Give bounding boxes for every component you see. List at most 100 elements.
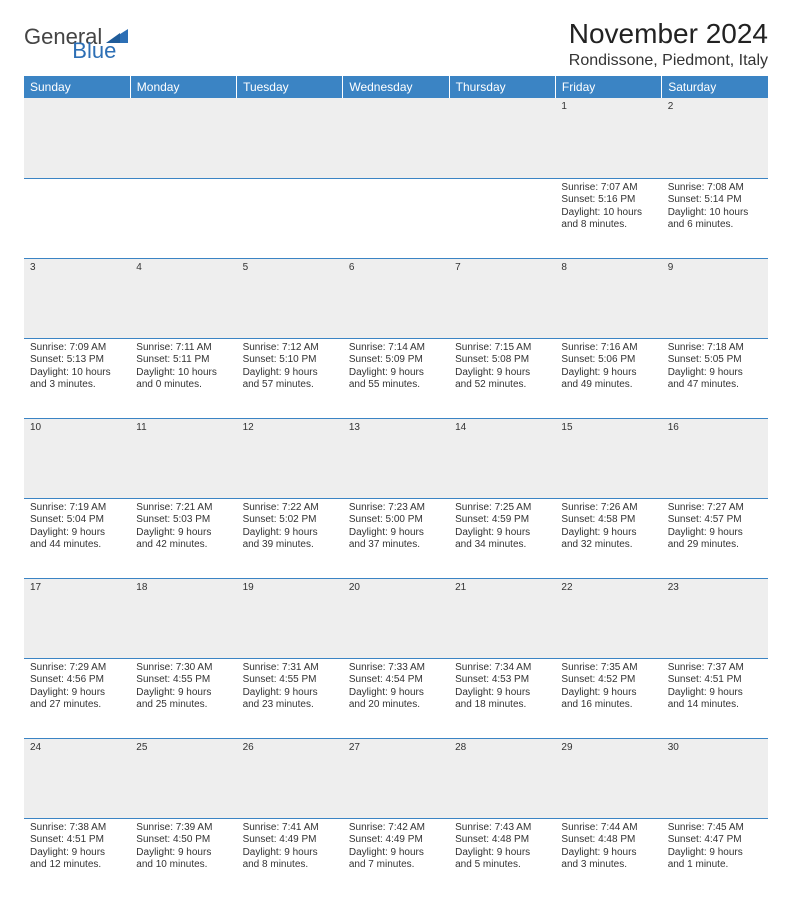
sunrise-line: Sunrise: 7:27 AM — [668, 502, 762, 515]
sunrise-line: Sunrise: 7:44 AM — [561, 822, 655, 835]
sunset-line: Sunset: 5:03 PM — [136, 514, 230, 527]
day-header: Sunday — [24, 76, 130, 98]
sunrise-line: Sunrise: 7:12 AM — [243, 342, 337, 355]
day-header: Monday — [130, 76, 236, 98]
sunrise-line: Sunrise: 7:26 AM — [561, 502, 655, 515]
daylight-line: Daylight: 9 hours and 47 minutes. — [668, 367, 762, 392]
day-info-cell — [449, 178, 555, 258]
daylight-line: Daylight: 9 hours and 42 minutes. — [136, 527, 230, 552]
day-info-cell: Sunrise: 7:22 AMSunset: 5:02 PMDaylight:… — [237, 498, 343, 578]
day-number-cell: 20 — [343, 578, 449, 658]
daylight-line: Daylight: 9 hours and 8 minutes. — [243, 847, 337, 872]
day-info-cell — [24, 178, 130, 258]
day-info-cell: Sunrise: 7:27 AMSunset: 4:57 PMDaylight:… — [662, 498, 768, 578]
sunset-line: Sunset: 5:11 PM — [136, 354, 230, 367]
days-of-week-row: SundayMondayTuesdayWednesdayThursdayFrid… — [24, 76, 768, 98]
sunset-line: Sunset: 4:51 PM — [668, 674, 762, 687]
sunrise-line: Sunrise: 7:34 AM — [455, 662, 549, 675]
day-number-row: 12 — [24, 98, 768, 178]
sunset-line: Sunset: 4:53 PM — [455, 674, 549, 687]
day-number-row: 10111213141516 — [24, 418, 768, 498]
day-info-cell: Sunrise: 7:16 AMSunset: 5:06 PMDaylight:… — [555, 338, 661, 418]
sunset-line: Sunset: 4:59 PM — [455, 514, 549, 527]
day-info-cell: Sunrise: 7:45 AMSunset: 4:47 PMDaylight:… — [662, 818, 768, 898]
day-number-cell: 17 — [24, 578, 130, 658]
day-number-cell: 29 — [555, 738, 661, 818]
day-number-cell: 4 — [130, 258, 236, 338]
daylight-line: Daylight: 9 hours and 7 minutes. — [349, 847, 443, 872]
day-header: Friday — [555, 76, 661, 98]
day-info-cell — [343, 178, 449, 258]
sunset-line: Sunset: 5:14 PM — [668, 194, 762, 207]
day-number-cell: 25 — [130, 738, 236, 818]
day-info-row: Sunrise: 7:19 AMSunset: 5:04 PMDaylight:… — [24, 498, 768, 578]
day-number-row: 24252627282930 — [24, 738, 768, 818]
sunrise-line: Sunrise: 7:25 AM — [455, 502, 549, 515]
day-number-cell: 24 — [24, 738, 130, 818]
sunset-line: Sunset: 4:47 PM — [668, 834, 762, 847]
daylight-line: Daylight: 10 hours and 0 minutes. — [136, 367, 230, 392]
daylight-line: Daylight: 9 hours and 20 minutes. — [349, 687, 443, 712]
day-info-cell: Sunrise: 7:39 AMSunset: 4:50 PMDaylight:… — [130, 818, 236, 898]
sunset-line: Sunset: 5:13 PM — [30, 354, 124, 367]
title-block: November 2024 Rondissone, Piedmont, Ital… — [569, 18, 768, 70]
day-info-cell: Sunrise: 7:31 AMSunset: 4:55 PMDaylight:… — [237, 658, 343, 738]
sunset-line: Sunset: 5:05 PM — [668, 354, 762, 367]
day-info-cell: Sunrise: 7:42 AMSunset: 4:49 PMDaylight:… — [343, 818, 449, 898]
sunset-line: Sunset: 5:06 PM — [561, 354, 655, 367]
sunrise-line: Sunrise: 7:19 AM — [30, 502, 124, 515]
day-info-row: Sunrise: 7:09 AMSunset: 5:13 PMDaylight:… — [24, 338, 768, 418]
day-info-cell: Sunrise: 7:21 AMSunset: 5:03 PMDaylight:… — [130, 498, 236, 578]
logo-text-blue: Blue — [72, 38, 116, 64]
sunset-line: Sunset: 4:50 PM — [136, 834, 230, 847]
day-info-cell: Sunrise: 7:43 AMSunset: 4:48 PMDaylight:… — [449, 818, 555, 898]
day-info-cell: Sunrise: 7:11 AMSunset: 5:11 PMDaylight:… — [130, 338, 236, 418]
day-info-cell: Sunrise: 7:30 AMSunset: 4:55 PMDaylight:… — [130, 658, 236, 738]
daylight-line: Daylight: 9 hours and 10 minutes. — [136, 847, 230, 872]
daylight-line: Daylight: 9 hours and 27 minutes. — [30, 687, 124, 712]
sunrise-line: Sunrise: 7:14 AM — [349, 342, 443, 355]
sunrise-line: Sunrise: 7:38 AM — [30, 822, 124, 835]
sunset-line: Sunset: 4:55 PM — [136, 674, 230, 687]
daylight-line: Daylight: 9 hours and 44 minutes. — [30, 527, 124, 552]
sunrise-line: Sunrise: 7:43 AM — [455, 822, 549, 835]
daylight-line: Daylight: 9 hours and 1 minute. — [668, 847, 762, 872]
day-info-cell: Sunrise: 7:19 AMSunset: 5:04 PMDaylight:… — [24, 498, 130, 578]
sunrise-line: Sunrise: 7:45 AM — [668, 822, 762, 835]
sunset-line: Sunset: 4:49 PM — [243, 834, 337, 847]
day-info-cell: Sunrise: 7:35 AMSunset: 4:52 PMDaylight:… — [555, 658, 661, 738]
day-number-cell — [130, 98, 236, 178]
day-info-cell: Sunrise: 7:07 AMSunset: 5:16 PMDaylight:… — [555, 178, 661, 258]
sunrise-line: Sunrise: 7:08 AM — [668, 182, 762, 195]
sunrise-line: Sunrise: 7:07 AM — [561, 182, 655, 195]
day-number-cell: 8 — [555, 258, 661, 338]
day-number-cell: 2 — [662, 98, 768, 178]
daylight-line: Daylight: 9 hours and 5 minutes. — [455, 847, 549, 872]
day-number-cell — [449, 98, 555, 178]
day-number-cell: 16 — [662, 418, 768, 498]
sunset-line: Sunset: 5:04 PM — [30, 514, 124, 527]
header: General Blue November 2024 Rondissone, P… — [24, 18, 768, 70]
day-number-cell: 6 — [343, 258, 449, 338]
sunrise-line: Sunrise: 7:18 AM — [668, 342, 762, 355]
logo: General Blue — [24, 18, 176, 50]
day-number-cell: 1 — [555, 98, 661, 178]
sunrise-line: Sunrise: 7:11 AM — [136, 342, 230, 355]
day-info-cell: Sunrise: 7:09 AMSunset: 5:13 PMDaylight:… — [24, 338, 130, 418]
daylight-line: Daylight: 9 hours and 55 minutes. — [349, 367, 443, 392]
sunrise-line: Sunrise: 7:31 AM — [243, 662, 337, 675]
day-header: Saturday — [662, 76, 768, 98]
daylight-line: Daylight: 9 hours and 12 minutes. — [30, 847, 124, 872]
sunrise-line: Sunrise: 7:35 AM — [561, 662, 655, 675]
day-number-cell: 23 — [662, 578, 768, 658]
daylight-line: Daylight: 9 hours and 25 minutes. — [136, 687, 230, 712]
day-info-cell: Sunrise: 7:33 AMSunset: 4:54 PMDaylight:… — [343, 658, 449, 738]
daylight-line: Daylight: 9 hours and 18 minutes. — [455, 687, 549, 712]
sunrise-line: Sunrise: 7:23 AM — [349, 502, 443, 515]
day-number-cell: 18 — [130, 578, 236, 658]
sunset-line: Sunset: 4:55 PM — [243, 674, 337, 687]
day-number-cell: 28 — [449, 738, 555, 818]
day-info-cell: Sunrise: 7:44 AMSunset: 4:48 PMDaylight:… — [555, 818, 661, 898]
day-info-row: Sunrise: 7:07 AMSunset: 5:16 PMDaylight:… — [24, 178, 768, 258]
day-number-cell: 30 — [662, 738, 768, 818]
